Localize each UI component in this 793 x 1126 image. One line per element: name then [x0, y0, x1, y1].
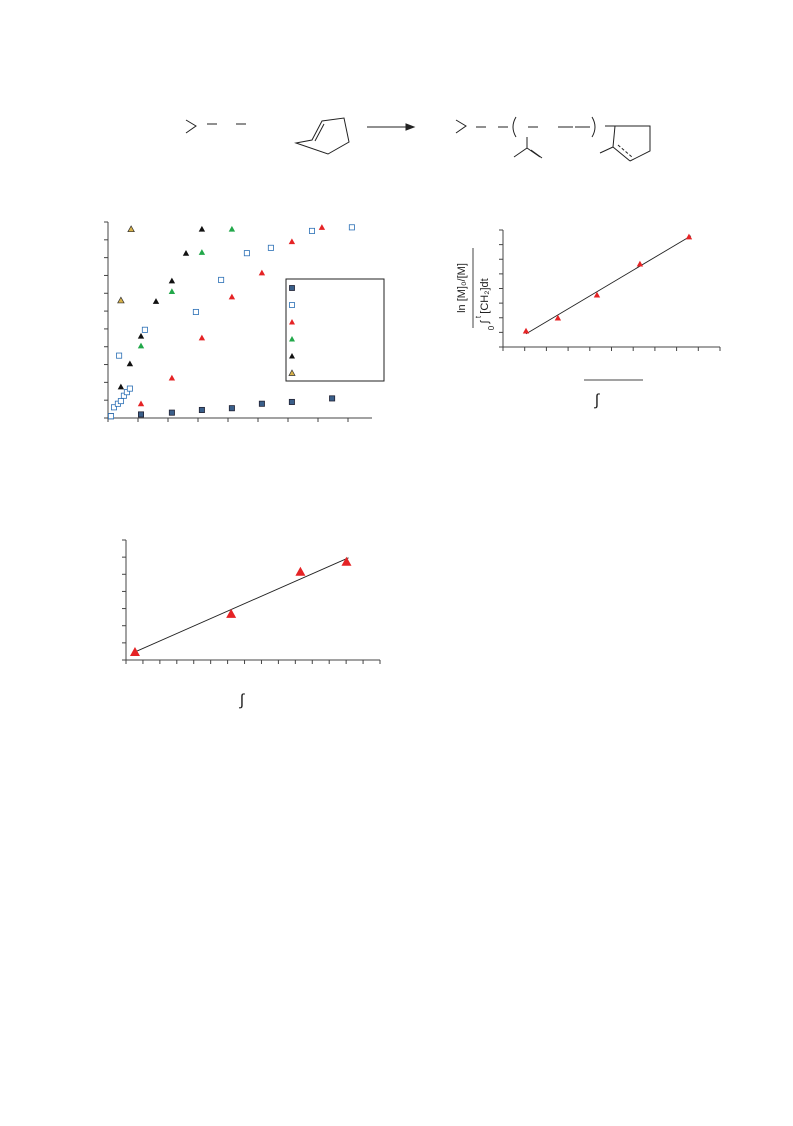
bond — [185, 119, 197, 134]
x-axis-label: ∫ — [594, 392, 601, 409]
data-point — [198, 406, 205, 413]
data-point — [141, 326, 148, 333]
x-axis-label: ∫ — [239, 692, 246, 709]
data-point — [228, 405, 235, 412]
data-point — [341, 556, 352, 566]
dashed-bond — [617, 144, 633, 158]
data-point — [126, 360, 134, 367]
data-point — [258, 400, 265, 407]
data-point — [258, 269, 266, 276]
data-point — [137, 411, 144, 418]
data-point — [168, 288, 176, 295]
data-point — [593, 291, 601, 298]
data-point — [117, 296, 125, 304]
data-point — [522, 327, 530, 334]
data-point — [348, 224, 355, 231]
data-point — [127, 225, 135, 233]
data-point — [554, 314, 562, 321]
data-point — [168, 409, 175, 416]
fit-line — [525, 235, 692, 335]
legend-marker — [289, 285, 295, 291]
data-point — [295, 566, 306, 576]
data-point — [226, 608, 237, 618]
data-point — [308, 227, 315, 234]
y-axis-label-denominator: [CH₂]dt — [479, 278, 491, 313]
data-point — [218, 276, 225, 283]
legend-marker — [289, 353, 295, 359]
data-point — [198, 334, 206, 341]
data-point — [117, 398, 124, 405]
legend-marker — [289, 302, 295, 308]
data-point — [108, 413, 115, 420]
bond — [455, 119, 467, 134]
side-group — [513, 137, 543, 159]
data-point — [329, 395, 336, 402]
arrowhead — [405, 123, 416, 131]
data-point — [228, 293, 236, 300]
data-point — [111, 404, 118, 411]
data-point — [243, 250, 250, 257]
monomer — [294, 117, 350, 155]
legend-marker — [288, 369, 296, 376]
data-point — [198, 225, 206, 232]
data-point — [198, 249, 206, 255]
legend-marker — [289, 319, 295, 325]
y-axis-label: ln [M]₀/[M] — [456, 263, 468, 313]
data-point — [137, 332, 145, 339]
data-point — [267, 244, 274, 251]
data-point — [192, 308, 199, 315]
integral-lower: 0 — [487, 325, 496, 330]
data-point — [168, 277, 176, 284]
data-point — [228, 225, 236, 232]
data-point — [126, 385, 133, 392]
data-point — [636, 260, 644, 267]
data-point — [152, 298, 160, 304]
ring — [599, 125, 651, 162]
data-point — [117, 383, 125, 390]
reaction-scheme — [185, 116, 651, 162]
integral-sign: ∫ — [479, 320, 491, 325]
data-point — [182, 249, 190, 256]
data-point — [318, 224, 326, 230]
fit-line — [134, 557, 349, 653]
data-point — [116, 352, 123, 359]
integral-upper: t — [474, 315, 483, 318]
data-point — [288, 238, 296, 245]
bracket — [512, 116, 596, 138]
data-point — [123, 389, 130, 396]
legend-box — [285, 278, 385, 382]
data-point — [129, 646, 140, 656]
data-point — [137, 342, 145, 349]
data-point — [137, 400, 145, 407]
data-point — [288, 398, 295, 405]
legend-marker — [289, 336, 295, 342]
data-point — [685, 233, 693, 240]
data-point — [168, 374, 176, 381]
